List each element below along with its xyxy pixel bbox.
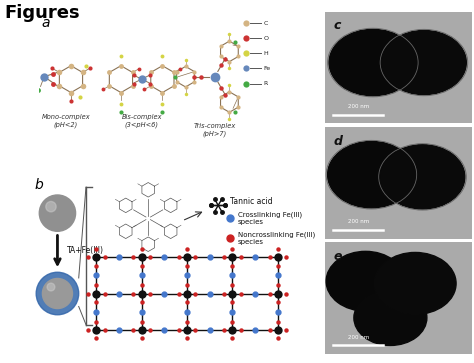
Text: b: b (34, 178, 43, 192)
Text: R: R (264, 81, 268, 86)
Circle shape (46, 201, 56, 212)
Circle shape (374, 252, 456, 314)
Text: Figures: Figures (5, 4, 81, 22)
Text: Fe: Fe (264, 66, 271, 71)
Circle shape (39, 195, 75, 231)
Text: O: O (264, 36, 269, 41)
Text: d: d (333, 135, 342, 148)
Text: 200 nm: 200 nm (347, 104, 369, 109)
Circle shape (382, 30, 466, 95)
Text: 200 nm: 200 nm (347, 220, 369, 224)
Circle shape (42, 278, 73, 309)
Circle shape (329, 29, 417, 96)
Text: c: c (333, 19, 341, 32)
Text: H: H (264, 51, 268, 56)
Circle shape (47, 283, 55, 291)
Text: TA+Fe(III): TA+Fe(III) (66, 246, 103, 255)
Circle shape (328, 142, 415, 208)
Text: Tannic acid: Tannic acid (230, 197, 273, 206)
Text: Mono-complex
(pH<2): Mono-complex (pH<2) (42, 114, 91, 128)
Text: e: e (333, 250, 342, 263)
Text: 200 nm: 200 nm (347, 335, 369, 340)
Text: Bis-complex
(3<pH<6): Bis-complex (3<pH<6) (121, 114, 162, 128)
Circle shape (380, 145, 465, 209)
Circle shape (36, 272, 79, 315)
Circle shape (326, 251, 405, 311)
Text: a: a (42, 16, 50, 30)
Text: Tris-complex
(pH>7): Tris-complex (pH>7) (194, 123, 236, 136)
Circle shape (354, 290, 427, 346)
Text: C: C (264, 21, 268, 25)
Text: Crosslinking Fe(III)
species: Crosslinking Fe(III) species (237, 212, 302, 225)
Text: Noncrosslinking Fe(III)
species: Noncrosslinking Fe(III) species (237, 231, 315, 245)
